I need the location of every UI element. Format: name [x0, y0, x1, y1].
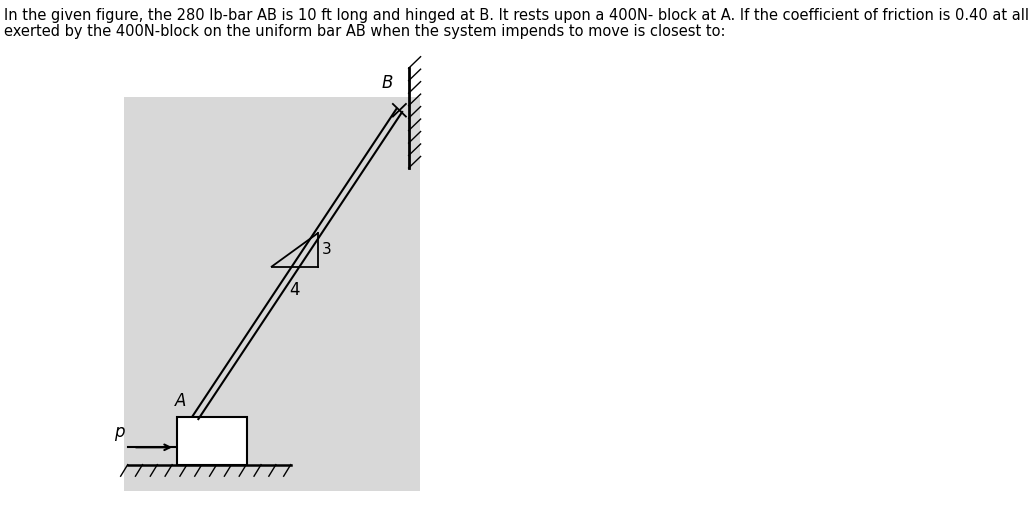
Text: In the given figure, the 280 lb-bar AB is 10 ft long and hinged at B. It rests u: In the given figure, the 280 lb-bar AB i… [4, 8, 1032, 23]
Text: 4: 4 [290, 281, 300, 299]
Text: A: A [174, 392, 186, 410]
Bar [176, 417, 248, 465]
Bar [124, 97, 420, 491]
Text: exerted by the 400N-block on the uniform bar AB when the system impends to move : exerted by the 400N-block on the uniform… [4, 24, 725, 39]
Text: B: B [382, 74, 393, 92]
Text: 3: 3 [322, 243, 331, 257]
Text: p: p [115, 423, 125, 441]
